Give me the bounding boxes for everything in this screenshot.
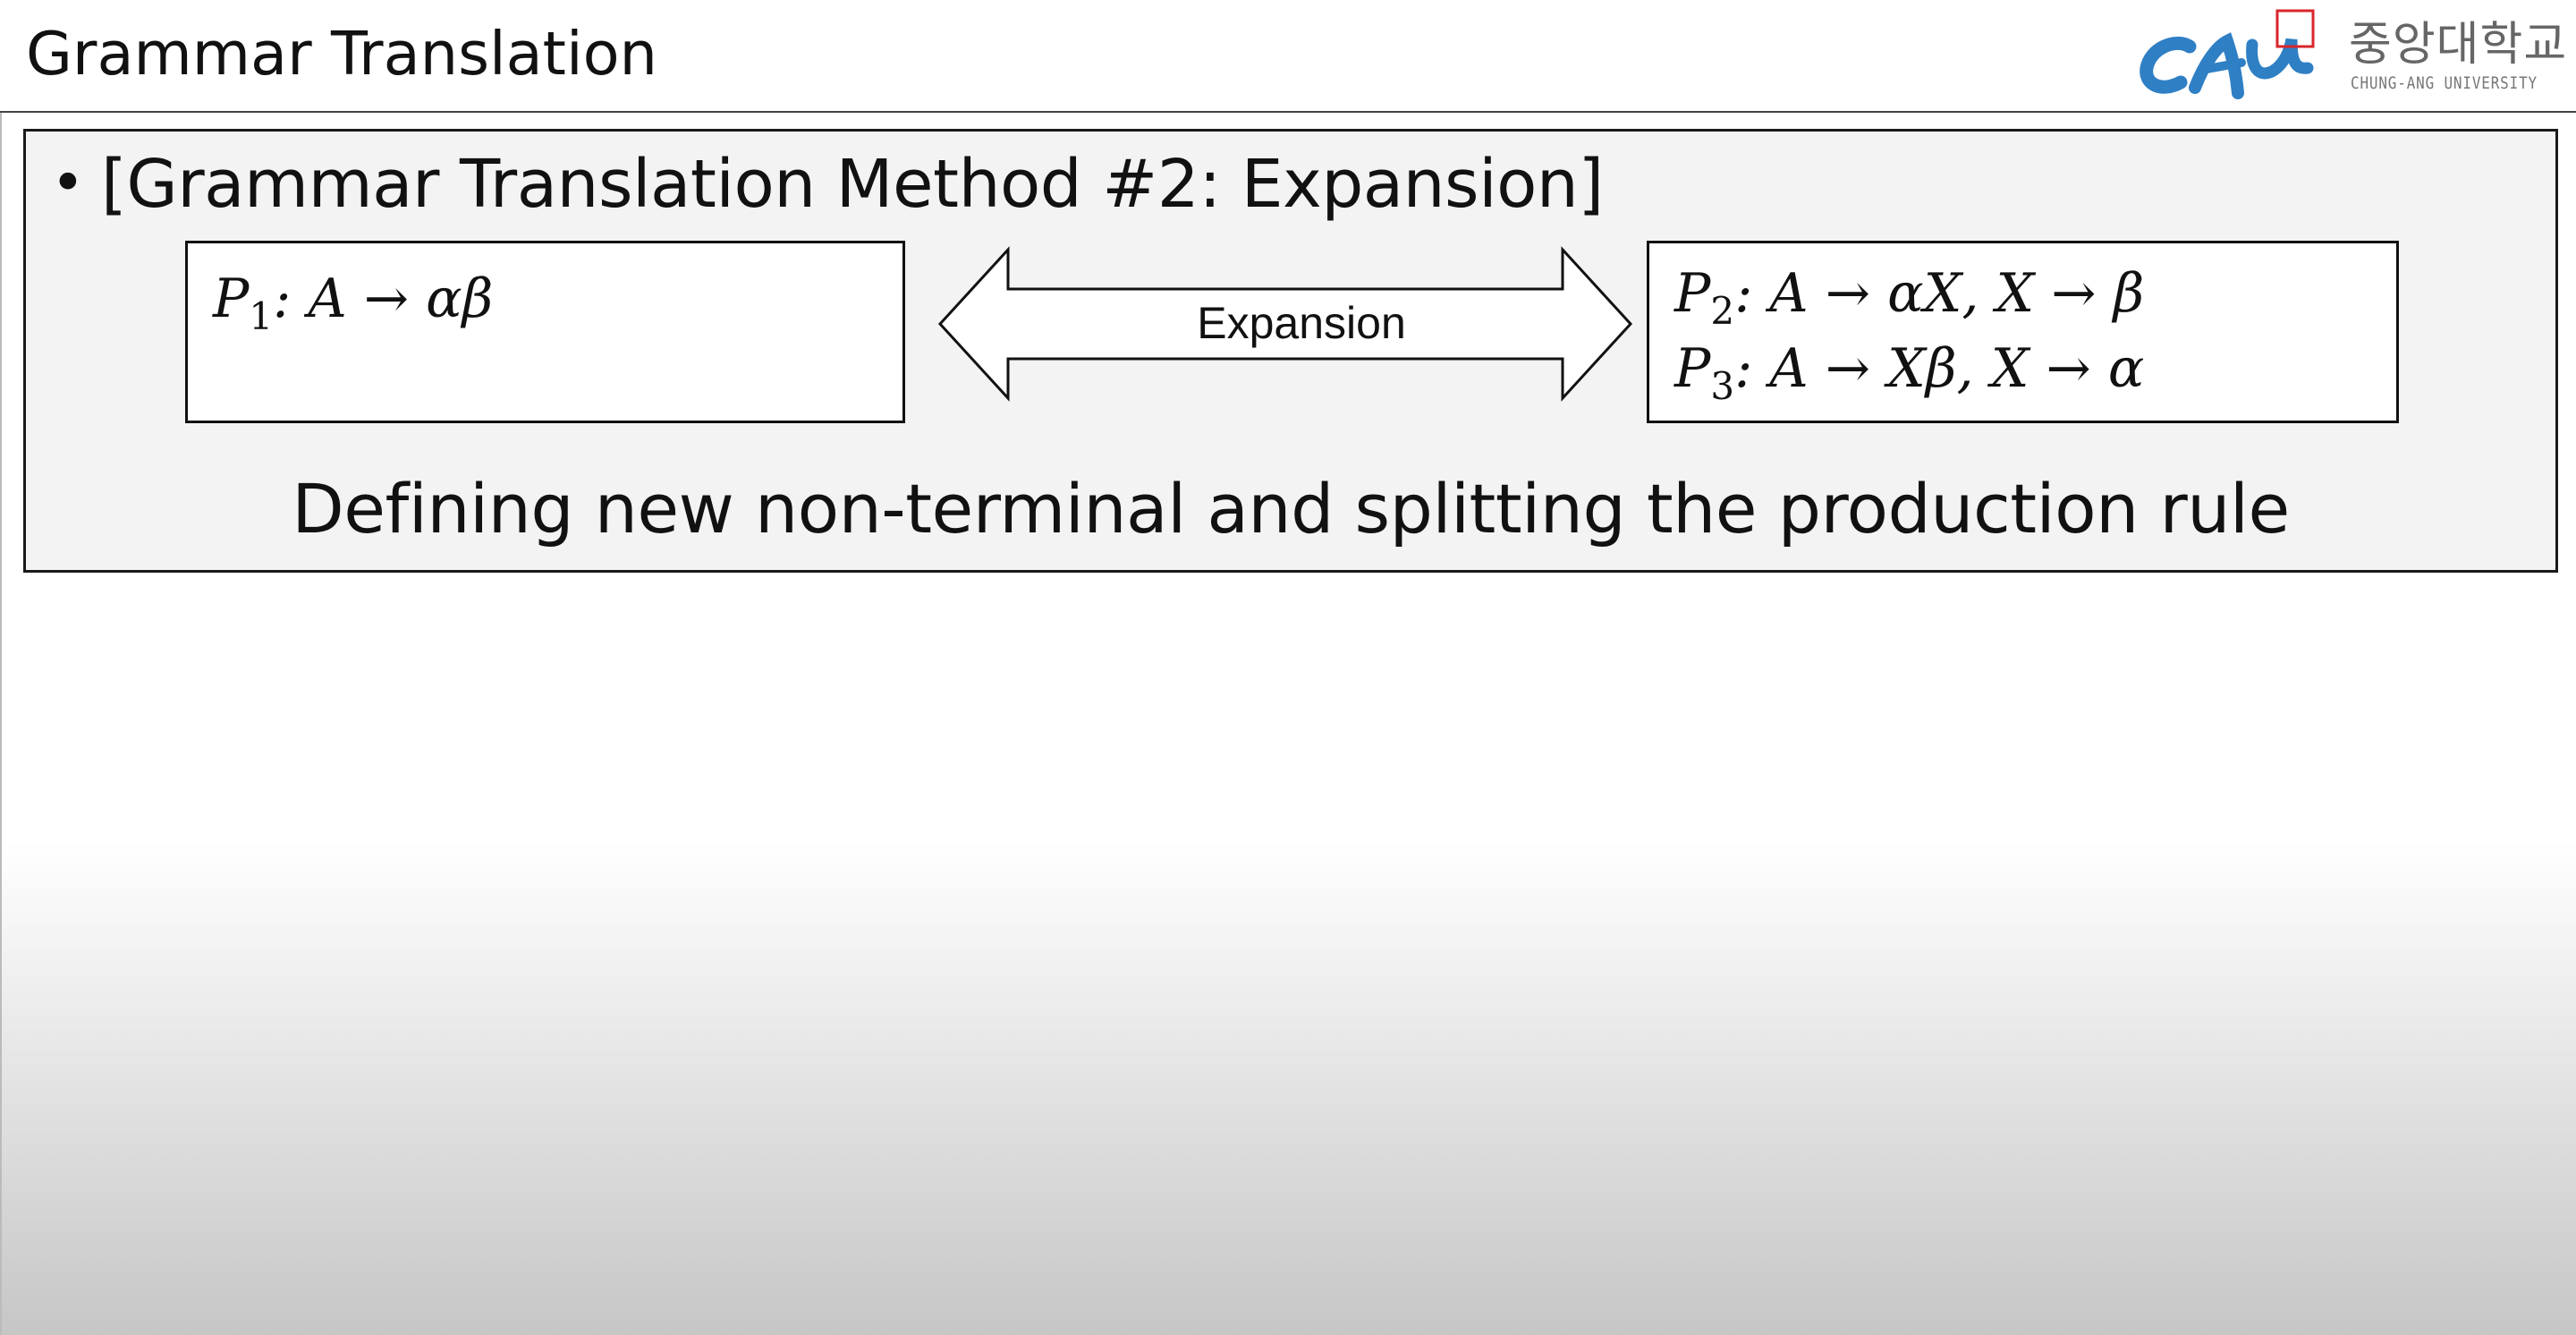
- bullet-marker: •: [51, 150, 85, 217]
- rule-p3-label: P: [1674, 337, 1711, 400]
- slide-title: Grammar Translation: [26, 19, 658, 89]
- expanded-rules-box: P2: A → αX, X → β P3: A → Xβ, X → α: [1647, 241, 2399, 423]
- cau-wordmark-icon: [2140, 9, 2315, 99]
- rule-p1-body: : A → αβ: [273, 268, 494, 330]
- rule-p1-label: P: [213, 268, 250, 330]
- rule-p2-index: 2: [1710, 289, 1735, 333]
- rule-p3-body: : A → Xβ, X → α: [1734, 337, 2145, 400]
- bullet-heading: [Grammar Translation Method #2: Expansio…: [101, 146, 1604, 223]
- rule-p1: P1: A → αβ: [213, 267, 493, 349]
- rule-p2-label: P: [1674, 262, 1711, 325]
- original-rule-box: P1: A → αβ: [185, 241, 905, 423]
- university-logo: 중앙대학교 CHUNG-ANG UNIVERSITY: [2138, 7, 2566, 107]
- logo-korean-name: 중앙대학교: [2349, 18, 2568, 72]
- rule-p2-body: : A → αX, X → β: [1734, 262, 2145, 325]
- slide-header: Grammar Translation 중앙대학교 CHUNG-ANG UNIV…: [0, 0, 2576, 113]
- logo-english-name: CHUNG-ANG UNIVERSITY: [2351, 73, 2538, 93]
- expansion-label: Expansion: [1197, 298, 1406, 348]
- content-panel: • [Grammar Translation Method #2: Expans…: [23, 129, 2558, 573]
- rule-p2: P2: A → αX, X → β: [1674, 261, 2144, 344]
- rule-p1-index: 1: [249, 294, 274, 338]
- rule-p3: P3: A → Xβ, X → α: [1674, 336, 2144, 419]
- slide-caption: Defining new non-terminal and splitting …: [292, 469, 2290, 548]
- rule-p3-index: 3: [1710, 364, 1735, 408]
- double-arrow-icon: [937, 246, 1633, 402]
